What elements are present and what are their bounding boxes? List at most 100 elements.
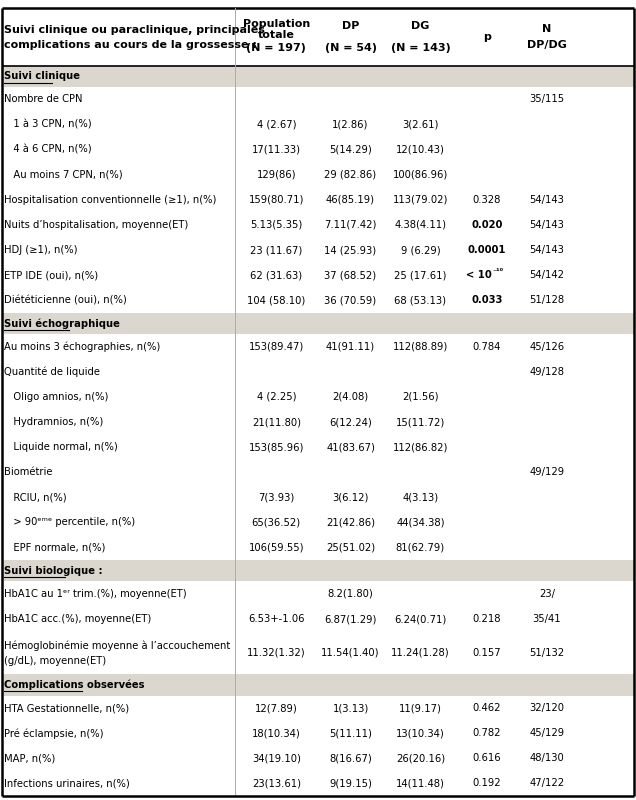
Bar [2, 410, 634, 434]
Text: 49/129: 49/129 [529, 467, 564, 478]
Text: 100(86.96): 100(86.96) [393, 170, 448, 180]
Text: 54/143: 54/143 [529, 195, 564, 205]
Text: Liquide normal, n(%): Liquide normal, n(%) [4, 442, 118, 452]
Text: 54/142: 54/142 [529, 270, 564, 280]
Text: 36 (70.59): 36 (70.59) [324, 295, 377, 306]
Bar [2, 560, 634, 582]
Text: 0.328: 0.328 [473, 195, 501, 205]
Text: 11.32(1.32): 11.32(1.32) [247, 648, 305, 658]
Bar [2, 8, 634, 66]
Text: 0.0001: 0.0001 [467, 245, 506, 255]
Text: Suivi clinique: Suivi clinique [4, 71, 80, 82]
Text: 14(11.48): 14(11.48) [396, 778, 445, 789]
Bar [2, 187, 634, 213]
Bar [2, 510, 634, 535]
Text: 0.616: 0.616 [473, 754, 501, 763]
Text: Nombre de CPN: Nombre de CPN [4, 94, 83, 105]
Text: 0.782: 0.782 [473, 728, 501, 738]
Text: 7.11(7.42): 7.11(7.42) [324, 220, 377, 230]
Text: 106(59.55): 106(59.55) [249, 542, 304, 553]
Text: Diététicienne (oui), n(%): Diététicienne (oui), n(%) [4, 295, 127, 306]
Text: 49/128: 49/128 [529, 367, 564, 377]
Text: 8.2(1.80): 8.2(1.80) [328, 589, 373, 599]
Text: > 90ᵉᵐᵉ percentile, n(%): > 90ᵉᵐᵉ percentile, n(%) [4, 518, 135, 527]
Text: 2(1.56): 2(1.56) [402, 392, 439, 402]
Text: HbA1C acc.(%), moyenne(ET): HbA1C acc.(%), moyenne(ET) [4, 614, 152, 624]
Text: 5(14.29): 5(14.29) [329, 145, 372, 154]
Text: ⁻¹⁰: ⁻¹⁰ [492, 266, 503, 276]
Bar [2, 721, 634, 746]
Text: Complications observées: Complications observées [4, 680, 145, 690]
Text: 11.54(1.40): 11.54(1.40) [321, 648, 380, 658]
Bar [2, 213, 634, 238]
Text: 2(4.08): 2(4.08) [333, 392, 369, 402]
Text: RCIU, n(%): RCIU, n(%) [4, 492, 67, 502]
Text: 9 (6.29): 9 (6.29) [401, 245, 440, 255]
Text: 112(88.89): 112(88.89) [393, 342, 448, 352]
Text: 21(11.80): 21(11.80) [252, 417, 301, 427]
Text: 1 à 3 CPN, n(%): 1 à 3 CPN, n(%) [4, 119, 92, 130]
Text: p: p [483, 32, 491, 42]
Bar [2, 288, 634, 313]
Bar [2, 434, 634, 460]
Text: 23 (11.67): 23 (11.67) [250, 245, 302, 255]
Text: 29 (82.86): 29 (82.86) [324, 170, 377, 180]
Text: 37 (68.52): 37 (68.52) [324, 270, 377, 280]
Bar [2, 606, 634, 631]
Text: Oligo amnios, n(%): Oligo amnios, n(%) [4, 392, 109, 402]
Text: DG: DG [411, 21, 429, 30]
Bar [2, 535, 634, 560]
Text: 21(42.86): 21(42.86) [326, 518, 375, 527]
Text: (N = 197): (N = 197) [246, 43, 306, 53]
Text: 18(10.34): 18(10.34) [252, 728, 301, 738]
Text: 0.218: 0.218 [473, 614, 501, 624]
Text: 14 (25.93): 14 (25.93) [324, 245, 377, 255]
Text: 5.13(5.35): 5.13(5.35) [250, 220, 302, 230]
Bar [2, 696, 634, 721]
Text: 46(85.19): 46(85.19) [326, 195, 375, 205]
Text: 47/122: 47/122 [529, 778, 564, 789]
Bar [2, 87, 634, 112]
Text: 23/: 23/ [539, 589, 555, 599]
Text: HDJ (≥1), n(%): HDJ (≥1), n(%) [4, 245, 78, 255]
Text: 41(91.11): 41(91.11) [326, 342, 375, 352]
Text: Infections urinaires, n(%): Infections urinaires, n(%) [4, 778, 130, 789]
Text: 7(3.93): 7(3.93) [258, 492, 294, 502]
Text: DP/DG: DP/DG [527, 40, 567, 50]
Text: 153(89.47): 153(89.47) [249, 342, 304, 352]
Text: 6.53+-1.06: 6.53+-1.06 [248, 614, 305, 624]
Text: 104 (58.10): 104 (58.10) [247, 295, 305, 306]
Text: Nuits d’hospitalisation, moyenne(ET): Nuits d’hospitalisation, moyenne(ET) [4, 220, 189, 230]
Text: 6(12.24): 6(12.24) [329, 417, 372, 427]
Text: 51/128: 51/128 [529, 295, 564, 306]
Text: 0.192: 0.192 [473, 778, 501, 789]
Text: 54/143: 54/143 [529, 245, 564, 255]
Text: 23(13.61): 23(13.61) [252, 778, 301, 789]
Text: 35/115: 35/115 [529, 94, 564, 105]
Text: 1(3.13): 1(3.13) [333, 703, 369, 713]
Text: 129(86): 129(86) [256, 170, 296, 180]
Text: 113(79.02): 113(79.02) [392, 195, 448, 205]
Text: 4 (2.67): 4 (2.67) [256, 119, 296, 130]
Text: 68 (53.13): 68 (53.13) [394, 295, 446, 306]
Text: 65(36.52): 65(36.52) [252, 518, 301, 527]
Text: 0.157: 0.157 [473, 648, 501, 658]
Text: Hydramnios, n(%): Hydramnios, n(%) [4, 417, 104, 427]
Text: Quantité de liquide: Quantité de liquide [4, 366, 100, 377]
Text: Suivi biologique :: Suivi biologique : [4, 566, 103, 576]
Text: 48/130: 48/130 [530, 754, 564, 763]
Text: 35/41: 35/41 [532, 614, 561, 624]
Text: 54/143: 54/143 [529, 220, 564, 230]
Text: Suivi clinique ou paraclinique, principales: Suivi clinique ou paraclinique, principa… [4, 26, 265, 35]
Text: 45/129: 45/129 [529, 728, 564, 738]
Text: 15(11.72): 15(11.72) [396, 417, 445, 427]
Text: HbA1C au 1ᵉʳ trim.(%), moyenne(ET): HbA1C au 1ᵉʳ trim.(%), moyenne(ET) [4, 589, 187, 599]
Bar [2, 238, 634, 262]
Text: (g/dL), moyenne(ET): (g/dL), moyenne(ET) [4, 656, 107, 666]
Text: (N = 54): (N = 54) [324, 43, 377, 53]
Text: 0.784: 0.784 [473, 342, 501, 352]
Text: EPF normale, n(%): EPF normale, n(%) [4, 542, 106, 553]
Text: 153(85.96): 153(85.96) [249, 442, 304, 452]
Text: Biométrie: Biométrie [4, 467, 53, 478]
Text: 4 (2.25): 4 (2.25) [256, 392, 296, 402]
